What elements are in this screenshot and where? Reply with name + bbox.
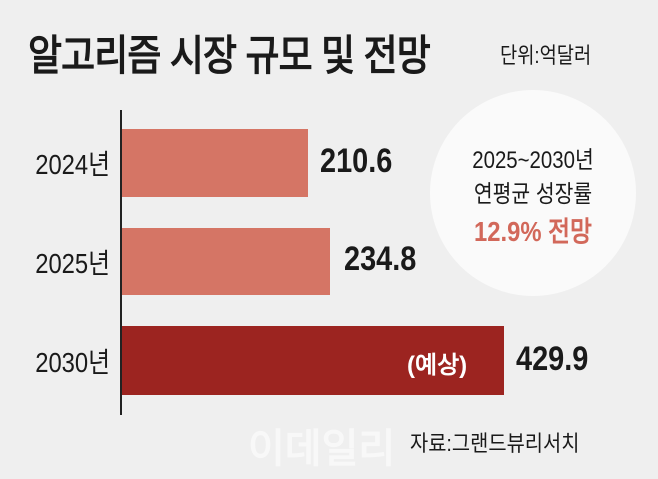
source-label: 자료:그랜드뷰리서치 [410, 431, 580, 456]
callout-period: 2025~2030년 [472, 147, 594, 174]
growth-callout: 2025~2030년 연평균 성장률 12.9% 전망 [430, 90, 636, 296]
category-label-2024: 2024년 [35, 149, 110, 180]
y-axis-line [120, 110, 122, 415]
callout-metric: 연평균 성장률 [473, 181, 593, 208]
bar-2024 [122, 129, 308, 197]
unit-label: 단위:억달러 [500, 43, 592, 68]
value-label-2030: 429.9 [516, 340, 589, 378]
value-label-2025: 234.8 [344, 240, 417, 278]
watermark: 이데일리 [248, 427, 396, 471]
callout-value: 12.9% 전망 [474, 216, 592, 247]
forecast-label: (예상) [407, 352, 468, 379]
category-label-2030: 2030년 [35, 347, 110, 378]
bar-2025 [122, 228, 330, 295]
chart-title: 알고리즘 시장 규모 및 전망 [28, 32, 431, 79]
value-label-2024: 210.6 [320, 142, 393, 180]
bar-2030: (예상) [122, 326, 504, 395]
category-label-2025: 2025년 [35, 248, 110, 279]
